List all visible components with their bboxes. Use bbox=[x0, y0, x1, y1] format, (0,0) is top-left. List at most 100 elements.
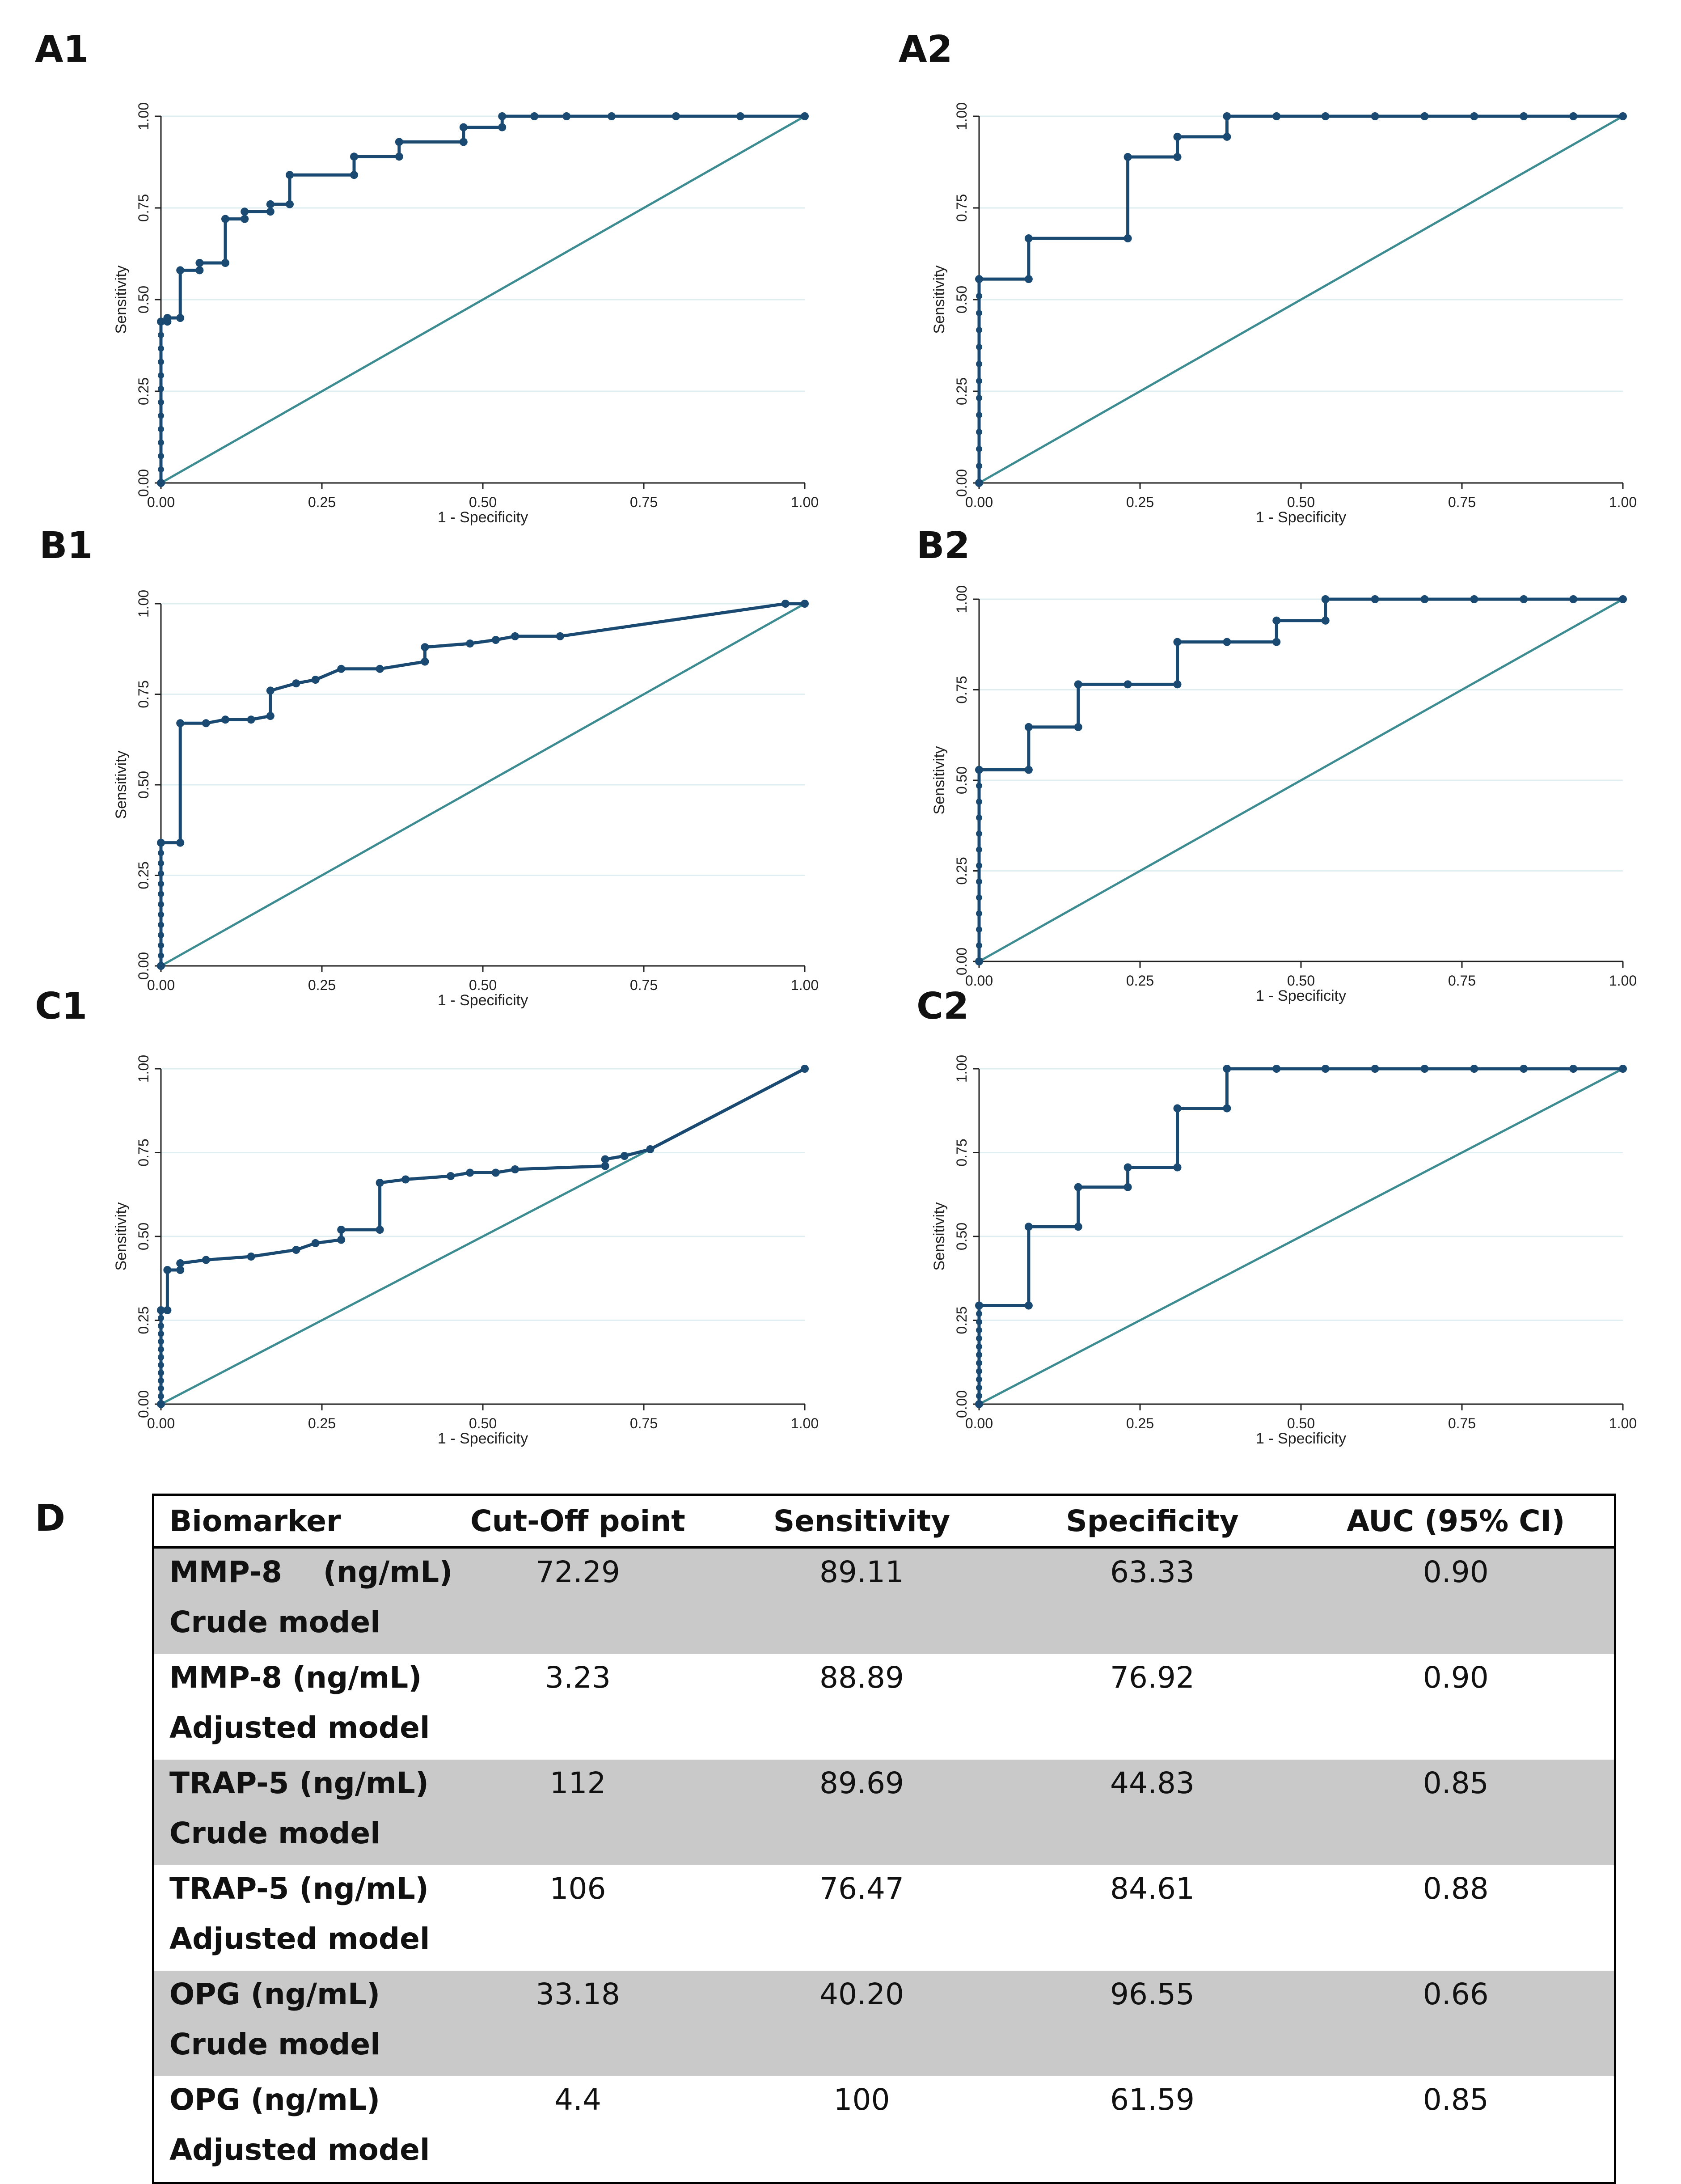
roc-point bbox=[1569, 112, 1578, 120]
roc-point bbox=[266, 207, 275, 216]
x-tick-label: 0.50 bbox=[469, 977, 497, 993]
roc-point bbox=[466, 639, 474, 648]
roc-chart-b1: 0.00 0.25 0.50 0.75 1.00 0.00 0.25 0.50 0.75 1.00… bbox=[113, 590, 819, 1009]
roc-point bbox=[976, 1319, 982, 1325]
summary-table: Biomarker Cut-Off point Sensitivity Spec… bbox=[152, 1494, 1616, 2184]
roc-point bbox=[976, 942, 982, 949]
roc-point bbox=[241, 207, 249, 216]
roc-point bbox=[158, 399, 164, 406]
x-tick-label: 0.75 bbox=[630, 977, 658, 993]
y-tick-label: 0.75 bbox=[954, 676, 970, 703]
roc-point bbox=[1223, 1065, 1231, 1073]
y-tick-label: 0.25 bbox=[954, 1306, 970, 1334]
roc-chart-a1: 0.00 0.25 0.50 0.75 1.00 0.00 0.25 0.50 0.75 1.00… bbox=[113, 102, 819, 526]
roc-point bbox=[1420, 595, 1429, 603]
x-tick-label: 0.25 bbox=[1126, 973, 1154, 989]
roc-point bbox=[266, 200, 275, 208]
panel-label-b1: B1 bbox=[39, 525, 93, 567]
roc-point bbox=[601, 1155, 609, 1164]
roc-point bbox=[975, 1301, 983, 1310]
cell-model: Crude model bbox=[153, 1816, 439, 1865]
cell-specificity: 76.92 bbox=[1110, 1660, 1195, 1695]
x-tick-label: 1.00 bbox=[791, 1415, 819, 1431]
table-row-model: Crude model bbox=[153, 1605, 1615, 1654]
y-tick-label: 0.50 bbox=[954, 286, 970, 313]
roc-point bbox=[781, 600, 790, 608]
y-tick-label: 0.50 bbox=[954, 766, 970, 794]
roc-point bbox=[1619, 595, 1627, 603]
roc-point bbox=[1272, 1065, 1281, 1073]
roc-point bbox=[976, 910, 982, 917]
roc-point bbox=[976, 798, 982, 805]
y-axis-label: Sensitivity bbox=[931, 1202, 948, 1270]
x-tick-label: 0.25 bbox=[308, 494, 336, 510]
cell-auc: 0.85 bbox=[1297, 1760, 1615, 1816]
roc-point bbox=[1223, 638, 1231, 646]
roc-point bbox=[976, 327, 982, 334]
y-tick-label: 0.25 bbox=[954, 377, 970, 405]
roc-point bbox=[1074, 680, 1082, 689]
roc-point bbox=[1520, 1065, 1528, 1073]
roc-point bbox=[447, 1172, 455, 1180]
roc-point bbox=[976, 1351, 982, 1358]
roc-point bbox=[976, 1343, 982, 1350]
roc-point bbox=[976, 894, 982, 901]
roc-point bbox=[158, 439, 164, 446]
y-tick-label: 0.75 bbox=[135, 1139, 152, 1166]
x-tick-label: 0.00 bbox=[147, 977, 175, 993]
reference-diagonal bbox=[160, 602, 806, 967]
roc-point bbox=[401, 1175, 410, 1184]
cell-cutoff: 72.29 bbox=[439, 1547, 717, 1605]
roc-point bbox=[311, 1239, 320, 1247]
y-tick-label: 0.25 bbox=[954, 857, 970, 885]
table-row: MMP-8 (ng/mL) 3.23 88.89 76.92 0.90 bbox=[153, 1654, 1615, 1710]
roc-point bbox=[157, 317, 165, 326]
x-axis-label: 1 - Specificity bbox=[1256, 1430, 1346, 1447]
y-tick-label: 0.00 bbox=[135, 952, 152, 980]
x-tick-label: 0.00 bbox=[147, 494, 175, 510]
x-tick-label: 0.25 bbox=[1126, 494, 1154, 510]
roc-point bbox=[1123, 153, 1132, 161]
cell-sensitivity: 89.69 bbox=[716, 1760, 1007, 1816]
roc-point bbox=[158, 1354, 164, 1360]
roc-point bbox=[976, 1376, 982, 1383]
cell-specificity: 84.61 bbox=[1110, 1871, 1195, 1906]
panel-label-c1: C1 bbox=[35, 985, 88, 1028]
cell-model: Adjusted model bbox=[169, 2133, 430, 2167]
roc-point bbox=[1272, 638, 1281, 646]
roc-point bbox=[158, 1370, 164, 1376]
roc-curve-line bbox=[159, 114, 805, 483]
panel-label-b2: B2 bbox=[917, 525, 970, 567]
x-tick-label: 1.00 bbox=[791, 494, 819, 510]
roc-point bbox=[195, 266, 204, 275]
cell-specificity: 44.83 bbox=[1007, 1760, 1298, 1816]
roc-point bbox=[1173, 638, 1182, 646]
table-row: TRAP-5 (ng/mL) 112 89.69 44.83 0.85 bbox=[153, 1760, 1615, 1816]
roc-point bbox=[158, 372, 164, 379]
panel-label-c2: C2 bbox=[917, 985, 969, 1028]
roc-point bbox=[176, 719, 185, 728]
cell-biomarker: TRAP-5 (ng/mL) bbox=[169, 1871, 429, 1906]
roc-point bbox=[158, 466, 164, 473]
cell-auc: 0.90 bbox=[1423, 1660, 1489, 1695]
roc-point bbox=[1520, 595, 1528, 603]
roc-point bbox=[158, 1393, 164, 1400]
roc-point bbox=[976, 361, 982, 368]
y-tick-label: 1.00 bbox=[954, 1055, 970, 1083]
roc-point bbox=[511, 632, 519, 640]
y-tick-label: 0.50 bbox=[135, 771, 152, 799]
roc-point bbox=[1321, 616, 1330, 625]
roc-point bbox=[976, 378, 982, 385]
roc-point bbox=[158, 942, 164, 949]
roc-point bbox=[1024, 234, 1033, 243]
roc-point bbox=[221, 715, 229, 724]
cell-model: Crude model bbox=[153, 2027, 439, 2076]
roc-point bbox=[158, 1338, 164, 1345]
roc-point bbox=[376, 1226, 384, 1234]
roc-point bbox=[1173, 1163, 1182, 1172]
roc-point bbox=[1569, 1065, 1578, 1073]
roc-point bbox=[157, 1306, 165, 1314]
roc-point bbox=[562, 112, 571, 120]
roc-point bbox=[1470, 112, 1478, 120]
y-tick-label: 0.25 bbox=[135, 1306, 152, 1334]
